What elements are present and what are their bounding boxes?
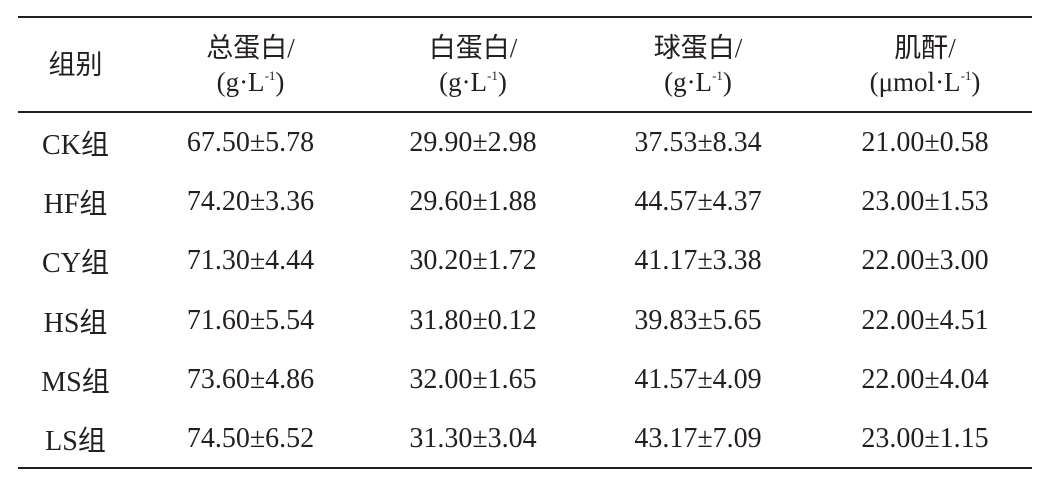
group-cell: HF组 — [43, 188, 108, 220]
value-cell: 74.50±6.52 — [186, 423, 315, 455]
value-cell: 73.60±4.86 — [186, 363, 315, 395]
group-cell: CY组 — [42, 248, 109, 280]
group-cell: MS组 — [41, 366, 110, 398]
value-cell: 37.53±8.34 — [634, 126, 762, 158]
unit-close: ) — [971, 66, 981, 97]
table-bottom-rule — [18, 467, 1032, 469]
value-cell: 29.60±1.88 — [409, 185, 537, 217]
unit-exponent: -1 — [712, 67, 723, 83]
column-header: 总蛋白/(g·L-1) — [133, 18, 368, 111]
table-row: HF组 74.20±3.36 29.60±1.88 44.57±4.37 23.00±1… — [18, 172, 1032, 231]
unit-close: ) — [275, 66, 285, 97]
header-label: 总蛋白/ — [206, 32, 295, 63]
header-label: 肌酐/ — [894, 32, 956, 63]
header-row: 组别 总蛋白/(g·L-1) 白蛋白/(g·L-1) 球蛋白/(g·L-1) 肌酐/(μ… — [18, 18, 1032, 111]
unit-text: (g·L — [439, 66, 488, 97]
table-top-rule — [18, 16, 1032, 18]
table-row: CK组 67.50±5.78 29.90±2.98 37.53±8.34 21.00±0… — [18, 111, 1032, 172]
table-row: HS组 71.60±5.54 31.80±0.12 39.83±5.65 22.00±4… — [18, 291, 1032, 350]
value-cell: 31.30±3.04 — [409, 423, 537, 455]
header-label: 球蛋白/ — [653, 32, 743, 63]
table-body: CK组 67.50±5.78 29.90±2.98 37.53±8.34 21.00±0… — [18, 111, 1032, 469]
header-unit: (g·L-1) — [439, 67, 507, 97]
value-cell: 22.00±4.04 — [861, 363, 989, 395]
table-row: MS组 73.60±4.86 32.00±1.65 41.57±4.09 22.00±4… — [18, 350, 1032, 409]
header-unit: (g·L-1) — [217, 67, 285, 97]
unit-text: (g·L — [216, 66, 265, 97]
header-label: 白蛋白/ — [428, 32, 518, 63]
value-cell: 43.17±7.09 — [634, 423, 762, 455]
value-cell: 44.57±4.37 — [634, 185, 762, 217]
column-header: 球蛋白/(g·L-1) — [578, 18, 818, 111]
value-cell: 67.50±5.78 — [186, 126, 315, 158]
value-cell: 39.83±5.65 — [634, 304, 762, 336]
unit-close: ) — [497, 66, 507, 97]
column-header: 组别 — [18, 18, 133, 111]
value-cell: 21.00±0.58 — [861, 126, 989, 158]
table-row: CY组 71.30±4.44 30.20±1.72 41.17±3.38 22.00±3… — [18, 232, 1032, 291]
value-cell: 74.20±3.36 — [186, 185, 315, 217]
unit-text: (g·L — [664, 66, 713, 97]
group-cell: LS组 — [45, 426, 106, 458]
unit-exponent: -1 — [487, 67, 498, 83]
value-cell: 23.00±1.53 — [861, 185, 989, 217]
unit-text: (μmol·L — [869, 66, 961, 97]
value-cell: 32.00±1.65 — [409, 363, 537, 395]
value-cell: 23.00±1.15 — [861, 423, 989, 455]
header-unit: (μmol·L-1) — [870, 67, 981, 97]
value-cell: 30.20±1.72 — [409, 245, 537, 277]
value-cell: 41.17±3.38 — [634, 245, 762, 277]
header-label: 组别 — [48, 49, 103, 80]
value-cell: 31.80±0.12 — [409, 304, 537, 336]
column-header: 肌酐/(μmol·L-1) — [818, 18, 1032, 111]
unit-exponent: -1 — [960, 67, 972, 83]
value-cell: 22.00±3.00 — [861, 245, 989, 277]
header-unit: (g·L-1) — [664, 67, 732, 97]
value-cell: 71.30±4.44 — [186, 245, 315, 277]
value-cell: 71.60±5.54 — [186, 304, 315, 336]
unit-close: ) — [722, 66, 732, 97]
group-cell: CK组 — [42, 129, 109, 161]
unit-exponent: -1 — [264, 67, 276, 83]
value-cell: 41.57±4.09 — [634, 363, 762, 395]
column-header: 白蛋白/(g·L-1) — [368, 18, 578, 111]
table-row: LS组 74.50±6.52 31.30±3.04 43.17±7.09 23.00±1… — [18, 409, 1032, 468]
table-header-rule — [18, 111, 1032, 113]
value-cell: 29.90±2.98 — [409, 126, 537, 158]
group-cell: HS组 — [43, 307, 108, 339]
data-table: 组别 总蛋白/(g·L-1) 白蛋白/(g·L-1) 球蛋白/(g·L-1) 肌酐/(μ… — [18, 18, 1032, 469]
value-cell: 22.00±4.51 — [861, 304, 989, 336]
